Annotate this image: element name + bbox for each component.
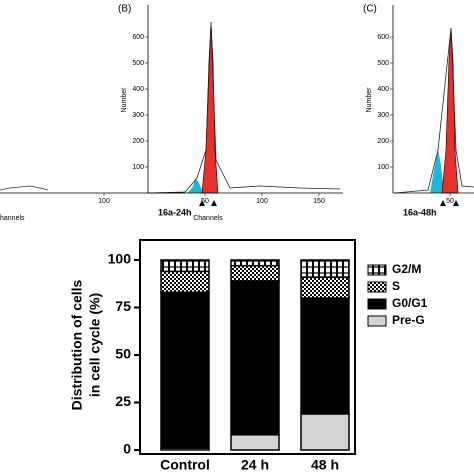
y-tick-label: 100: [377, 164, 389, 171]
y-tick-label: 75: [115, 298, 131, 314]
y-tick-label: 100: [108, 251, 132, 267]
bar-segment: [160, 291, 210, 449]
bar-segment: [230, 259, 280, 267]
bar-segment: [300, 297, 350, 415]
bar-segment: [230, 434, 280, 451]
legend-swatch: [367, 315, 387, 327]
legend-swatch: [367, 298, 387, 310]
legend-swatch: [367, 264, 387, 276]
x-tick-label: Control: [160, 457, 210, 473]
histogram-trace: [0, 185, 49, 191]
y-tick-label: 200: [377, 138, 389, 145]
y-tick-label: 600: [132, 34, 144, 41]
x-tick-label: 48 h: [311, 457, 339, 473]
g1-peak: [187, 178, 205, 193]
bar-segment: [300, 276, 350, 299]
y-tick-label: 100: [132, 164, 144, 171]
bar-segment: [230, 280, 280, 436]
x-tick-label: 24 h: [241, 457, 269, 473]
bar-segment: [160, 259, 210, 273]
y-tick-label: 600: [377, 34, 389, 41]
y-axis-label: Number: [366, 87, 373, 113]
histogram-trace: [147, 21, 341, 194]
x-tick-label: 150: [313, 198, 325, 205]
y-tick-label: 500: [132, 60, 144, 67]
y-tick-label: 300: [132, 112, 144, 119]
y-tick-label: 500: [377, 60, 389, 67]
legend-swatch: [367, 281, 387, 293]
gate-marker: [199, 200, 459, 206]
g2-peak: [441, 27, 459, 194]
panel-label: (C): [363, 4, 377, 15]
y-axis-label: in cell cycle (%): [87, 293, 103, 397]
y-axis-label: Distribution of cells: [69, 279, 85, 410]
g1-peak: [430, 150, 444, 193]
y-tick-label: 0: [123, 441, 131, 457]
legend-label: G2/M: [392, 262, 421, 276]
sample-label: 16a-48h: [403, 207, 437, 217]
y-tick-label: 400: [377, 86, 389, 93]
x-axis-label: Channels: [193, 215, 223, 222]
legend-label: S: [392, 279, 400, 293]
legend-label: G0/G1: [392, 296, 428, 310]
panel-label: (B): [118, 4, 131, 15]
x-axis-label: hannels: [0, 215, 25, 222]
x-tick-label: 100: [256, 198, 268, 205]
histogram-trace: [394, 27, 474, 194]
sample-label: 16a-24h: [158, 207, 192, 217]
bar-segment: [160, 270, 210, 294]
y-tick-label: 50: [115, 346, 131, 362]
x-tick-label: 100: [98, 198, 110, 205]
bar-segment: [300, 413, 350, 451]
y-tick-label: 200: [132, 138, 144, 145]
y-tick-label: 25: [115, 393, 131, 409]
x-tick-label: 50: [446, 198, 454, 205]
plot-frame: [139, 239, 356, 455]
y-axis-label: Number: [121, 87, 128, 113]
y-tick-label: 400: [132, 86, 144, 93]
y-tick-label: 300: [377, 112, 389, 119]
legend-label: Pre-G: [392, 313, 425, 327]
bar-segment: [300, 259, 350, 278]
bar-segment: [230, 264, 280, 282]
x-tick-label: 50: [201, 198, 209, 205]
